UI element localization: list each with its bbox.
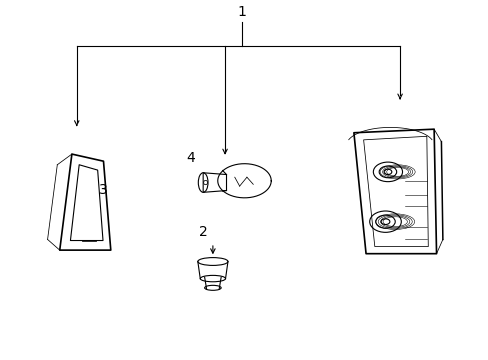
Text: 1: 1 bbox=[237, 5, 246, 19]
Text: 3: 3 bbox=[99, 183, 108, 197]
Text: 2: 2 bbox=[199, 225, 207, 239]
Text: 4: 4 bbox=[186, 150, 195, 165]
